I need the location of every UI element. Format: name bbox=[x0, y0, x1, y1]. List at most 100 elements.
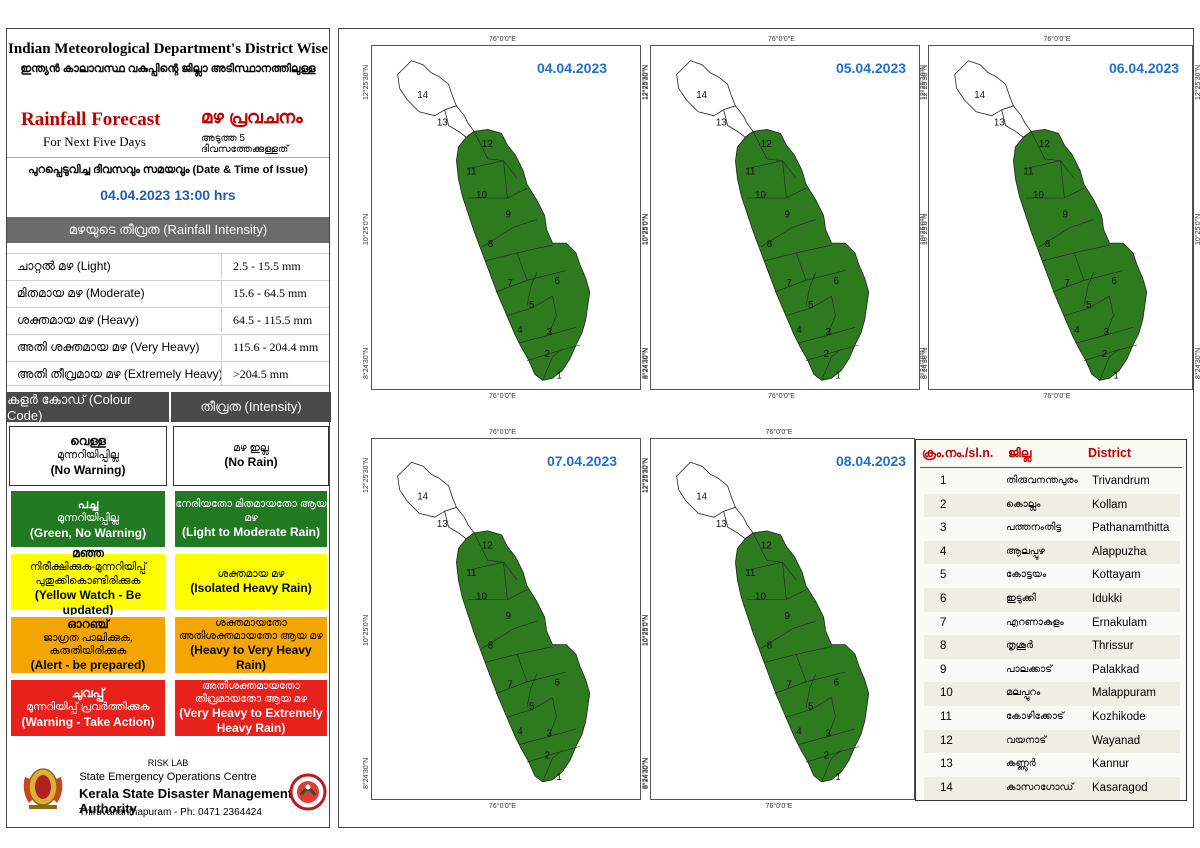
district-number-label: 12 bbox=[1039, 139, 1050, 150]
district-kasaragod bbox=[397, 461, 457, 518]
intensity-ml: ശക്തമായതോ അതിശക്തമായതോ ആയ മഴ bbox=[179, 616, 323, 642]
district-boundary bbox=[805, 344, 859, 361]
district-name-en: Palakkad bbox=[1092, 663, 1140, 676]
district-number-label: 14 bbox=[974, 90, 985, 101]
district-number-label: 9 bbox=[505, 611, 510, 622]
district-number-label: 10 bbox=[476, 592, 487, 603]
kerala-district-map: 14 13 12 11 10 9 8 7 6 5 4 3 21 bbox=[676, 461, 870, 783]
issue-datetime: 04.04.2023 13:00 hrs bbox=[100, 187, 236, 203]
district-boundary bbox=[503, 562, 508, 600]
district-kannur bbox=[723, 105, 754, 138]
district-name-en: Wayanad bbox=[1092, 734, 1141, 747]
district-boundary bbox=[473, 532, 504, 563]
longitude-label: 76°0'0"E bbox=[489, 803, 516, 810]
district-name-en: Idukki bbox=[1092, 593, 1123, 605]
table-row: 12 വയനാട് Wayanad bbox=[924, 729, 1180, 754]
colour-code-cell: ചുവപ്പ് മുന്നറിയിപ്പ് പ്രവർത്തിക്കുക (Warn… bbox=[9, 678, 167, 738]
table-row: 14 കാസറഗോഡ് Kasaragod bbox=[924, 776, 1180, 801]
district-name-en: Kannur bbox=[1092, 758, 1130, 771]
longitude-label: 76°0'0"E bbox=[489, 393, 516, 400]
longitude-label: 76°0'0"E bbox=[489, 429, 516, 436]
latitude-label: 12°25'30"N bbox=[1195, 64, 1200, 100]
district-number-label: 5 bbox=[808, 701, 814, 712]
ksdma-logo-icon bbox=[289, 773, 327, 811]
district-number: 5 bbox=[940, 569, 947, 582]
intensity-en: (No Rain) bbox=[224, 455, 278, 470]
forecast-map-panel: 14 13 12 11 10 9 8 7 6 5 4 3 2 1 06.04.2023 76°0'0"E 76°… bbox=[920, 36, 1200, 400]
district-number-label: 8 bbox=[767, 641, 773, 652]
district-boundary bbox=[1042, 244, 1110, 262]
latitude-label: 12°25'30"N bbox=[642, 64, 649, 100]
district-number-label: 6 bbox=[833, 276, 839, 287]
district-boundary bbox=[526, 746, 580, 763]
district-kasaragod bbox=[676, 60, 736, 117]
district-number-label: 13 bbox=[716, 519, 727, 530]
district-name-ml: തൃശൂർ bbox=[1006, 640, 1034, 652]
district-number-label: 13 bbox=[437, 117, 448, 128]
district-number: 14 bbox=[940, 781, 953, 794]
district-number: 8 bbox=[940, 640, 947, 653]
district-number-label: 14 bbox=[417, 90, 428, 101]
district-boundary bbox=[542, 750, 563, 782]
colour-meaning: മുന്നറിയിപ്പ് പ്രവർത്തിക്കുക bbox=[26, 701, 150, 714]
district-name-ml: പാലക്കാട് bbox=[1006, 663, 1052, 675]
colour-code-cell: പച്ച മുന്നറിയിപ്പില്ല (Green, No Warning) bbox=[9, 489, 167, 549]
district-number-label: 4 bbox=[796, 325, 802, 336]
district-number-label: 10 bbox=[755, 592, 766, 603]
district-name-ml: തിരുവനന്തപുരം bbox=[1006, 475, 1078, 486]
district-name-ml: പത്തനംതിട്ട bbox=[1006, 522, 1062, 534]
longitude-label: 76°0'0"E bbox=[765, 429, 793, 436]
district-boundary bbox=[821, 750, 842, 782]
district-number-label: 4 bbox=[517, 727, 523, 738]
table-row: 13 കണ്ണൂർ Kannur bbox=[924, 753, 1180, 777]
intensity-ml: ശക്തമായ മഴ bbox=[217, 567, 285, 580]
intensity-col-heading: തീവ്രത (Intensity) bbox=[171, 392, 331, 422]
next-days-en: For Next Five Days bbox=[43, 134, 146, 149]
district-boundary bbox=[1073, 252, 1085, 281]
table-row: 8 തൃശൂർ Thrissur bbox=[924, 635, 1180, 659]
district-boundary bbox=[1083, 344, 1137, 361]
intensity-ml: അതിശക്തമായതോ തീവ്രമായതോ ആയ മഴ bbox=[194, 679, 308, 705]
district-number-label: 7 bbox=[786, 680, 791, 691]
district-number-label: 7 bbox=[507, 680, 512, 691]
district-boundary bbox=[827, 697, 836, 737]
table-head-no: ക്രം.നം./sl.n. bbox=[922, 446, 994, 460]
title-ml: ഇന്ത്യൻ കാലാവസ്ഥ വകുപ്പിന്റെ ജില്ലാ അടിസ… bbox=[20, 63, 316, 75]
district-boundary bbox=[1099, 348, 1120, 381]
latitude-label: 10°25'0"N bbox=[642, 614, 649, 646]
intensity-cell: ശക്തമായതോ അതിശക്തമായതോ ആയ മഴ (Heavy to Ve… bbox=[173, 615, 329, 675]
district-boundary bbox=[526, 673, 538, 708]
district-number-label: 1 bbox=[556, 370, 561, 381]
district-number-label: 11 bbox=[466, 568, 476, 579]
forecast-title-ml: മഴ പ്രവചനം bbox=[201, 107, 303, 127]
district-number-label: 2 bbox=[545, 349, 550, 360]
district-number: 2 bbox=[940, 498, 947, 511]
centre-name: State Emergency Operations Centre bbox=[79, 771, 257, 783]
district-number-label: 10 bbox=[1033, 190, 1044, 201]
district-number-label: 10 bbox=[755, 190, 766, 201]
district-boundary bbox=[1030, 131, 1061, 162]
districts-green-region bbox=[456, 129, 591, 381]
district-name-ml: ഇടുക്കി bbox=[1006, 593, 1036, 604]
district-name-ml: എറണാകുളം bbox=[1006, 616, 1064, 628]
kerala-district-map: 14 13 12 11 10 9 8 7 6 5 4 3 21 bbox=[676, 60, 870, 381]
district-boundary bbox=[1025, 187, 1085, 199]
district-number-label: 6 bbox=[554, 678, 560, 689]
table-head-en: District bbox=[1088, 446, 1132, 460]
table-row: 1 തിരുവനന്തപുരം Trivandrum bbox=[924, 470, 1180, 494]
colour-name: പച്ച bbox=[77, 497, 99, 512]
district-boundary bbox=[1083, 272, 1095, 306]
colour-name: ഓറഞ്ച് bbox=[67, 616, 109, 631]
colour-meaning-en: (Warning - Take Action) bbox=[21, 714, 155, 729]
district-boundary bbox=[473, 131, 504, 162]
latitude-label: 12°25'30"N bbox=[920, 64, 927, 100]
intensity-en: (Very Heavy to Extremely Heavy Rain) bbox=[179, 706, 323, 736]
kerala-emblem-icon bbox=[23, 768, 63, 809]
intensity-row: ചാറ്റൽ മഴ (Light) 2.5 - 15.5 mm bbox=[7, 253, 329, 278]
district-number-label: 1 bbox=[835, 370, 840, 381]
district-number-label: 11 bbox=[745, 166, 755, 177]
table-row: 9 പാലക്കാട് Palakkad bbox=[924, 659, 1180, 683]
district-name-ml: കോട്ടയം bbox=[1006, 569, 1047, 581]
colour-meaning: നിരീക്ഷിക്കുക-മുന്നറിയിപ്പ് പുതുക്കികൊണ്… bbox=[29, 561, 147, 587]
intensity-ml: നേരിയതോ മിതമായതോ ആയ മഴ bbox=[175, 498, 327, 524]
